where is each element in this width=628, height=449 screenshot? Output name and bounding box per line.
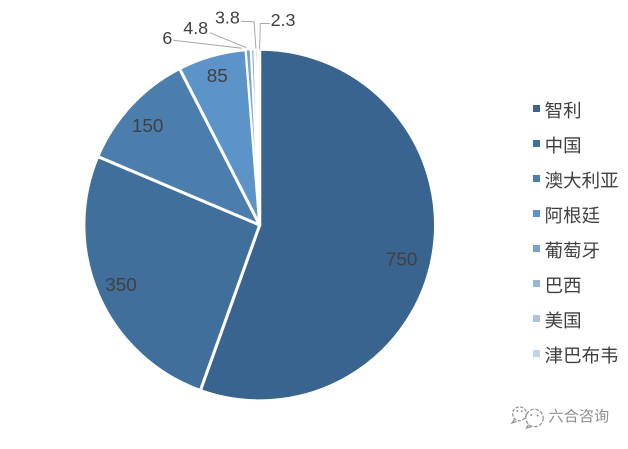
svg-text:150: 150 — [132, 116, 164, 137]
svg-text:2.3: 2.3 — [271, 10, 296, 30]
svg-text:85: 85 — [207, 66, 228, 87]
svg-text:6: 6 — [162, 28, 172, 48]
svg-text:3.8: 3.8 — [215, 7, 240, 27]
svg-text:750: 750 — [386, 249, 418, 270]
svg-text:4.8: 4.8 — [183, 18, 208, 38]
svg-text:350: 350 — [105, 275, 137, 296]
